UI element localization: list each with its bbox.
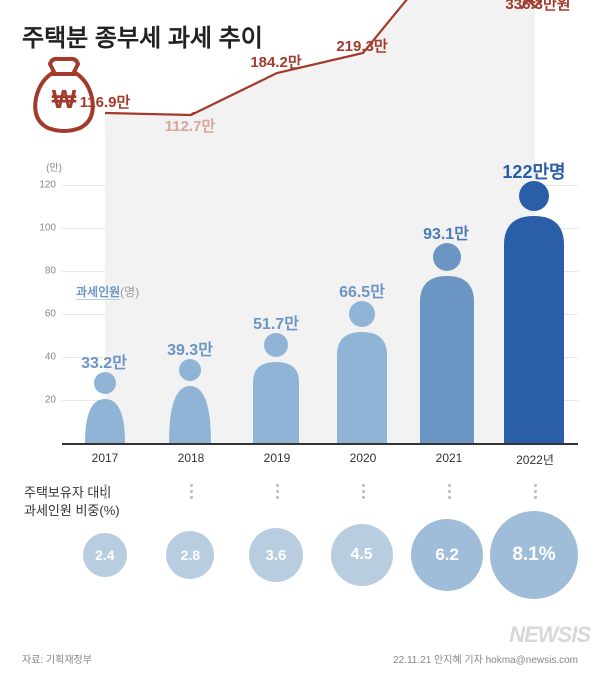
pct-value: 8.1% <box>512 544 555 566</box>
y-tick: 100 <box>39 222 56 233</box>
y-axis-unit: (만) <box>46 159 62 174</box>
people-value: 51.7만 <box>246 310 306 334</box>
people-legend-unit: (명) <box>120 285 139 299</box>
pct-circle: 4.5 <box>331 524 393 586</box>
tax-value: 184.2만 <box>240 51 312 72</box>
y-tick: 120 <box>39 179 56 190</box>
y-tick: 80 <box>45 265 56 276</box>
pct-value: 2.4 <box>95 547 114 563</box>
people-value: 33.2만 <box>74 349 134 373</box>
x-axis-line <box>62 443 578 445</box>
people-legend-text: 과세인원 <box>76 285 120 299</box>
plot-area: 과세인원(명) 33.2만 39.3만 5 <box>62 163 578 443</box>
tax-value: 219.3만 <box>326 35 398 56</box>
x-label: 2019 <box>234 451 320 468</box>
tax-value: 112.7만 <box>154 115 226 136</box>
people-value: 93.1만 <box>414 220 478 244</box>
x-label: 2021 <box>406 451 492 468</box>
pct-circles: 2.4 2.8 3.6 4.5 6.2 8.1% <box>62 510 578 600</box>
chart-title: 주택분 종부세 과세 추이 <box>22 18 578 53</box>
x-axis-labels: 2017 2018 2019 2020 2021 2022년 <box>62 451 578 468</box>
pct-circle: 3.6 <box>249 528 303 582</box>
person-bar <box>79 371 131 443</box>
x-label: 2018 <box>148 451 234 468</box>
tax-value: 116.9만 <box>64 91 146 112</box>
person-bar <box>332 300 392 443</box>
y-axis: (만) 120 100 80 60 40 20 <box>22 163 62 443</box>
pct-value: 2.8 <box>181 547 200 563</box>
person-bar <box>163 358 217 443</box>
people-legend: 과세인원(명) <box>76 283 139 300</box>
x-label: 2017 <box>62 451 148 468</box>
person-bar <box>248 332 304 443</box>
people-value: 39.3만 <box>160 336 220 360</box>
chart-area: (만) 120 100 80 60 40 20 과세인원(명) <box>22 163 578 513</box>
watermark: NEWSIS <box>509 622 590 648</box>
source-text: 자료: 기획재정부 <box>22 651 92 666</box>
pct-value: 4.5 <box>350 546 372 564</box>
tax-value: 336.3만원 <box>488 0 588 14</box>
x-label: 2022년 <box>492 451 578 468</box>
pct-value: 6.2 <box>435 545 459 565</box>
credit-text: 22.11.21 안지혜 기자 hokma@newsis.com <box>393 651 578 666</box>
y-tick: 40 <box>45 351 56 362</box>
pct-value: 3.6 <box>266 547 287 564</box>
line-legend-unit: (원) <box>276 109 297 124</box>
pct-circle: 8.1% <box>490 511 578 599</box>
y-tick: 20 <box>45 394 56 405</box>
connector-dots <box>62 484 578 499</box>
people-value: 66.5만 <box>332 278 392 302</box>
pct-circle: 2.4 <box>83 533 127 577</box>
person-bar <box>415 242 479 443</box>
people-value: 122만명 <box>494 158 574 184</box>
y-tick: 60 <box>45 308 56 319</box>
pct-circle: 6.2 <box>411 519 483 591</box>
person-bar <box>499 180 569 443</box>
x-label: 2020 <box>320 451 406 468</box>
pct-circle: 2.8 <box>166 531 214 579</box>
